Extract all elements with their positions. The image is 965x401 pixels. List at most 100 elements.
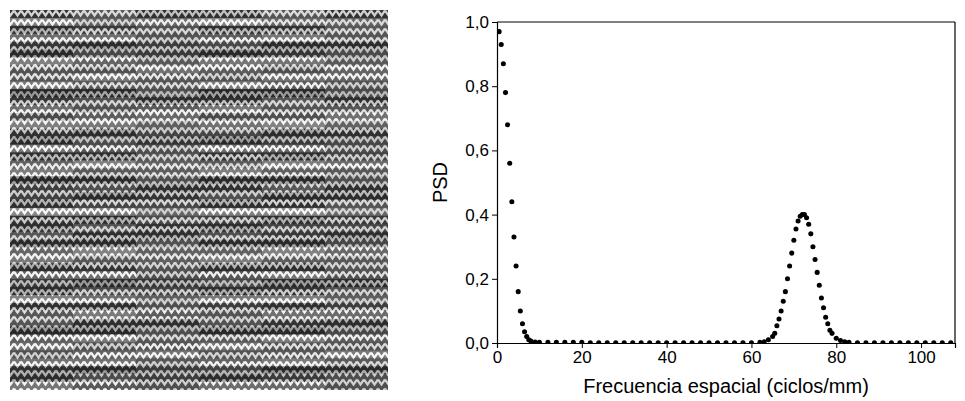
texture-patch (325, 216, 388, 224)
texture-patch (136, 327, 199, 335)
texture-patch (262, 366, 325, 374)
texture-patch (136, 34, 199, 42)
texture-patch (136, 248, 199, 256)
texture-patch (10, 382, 73, 390)
texture-patch (73, 327, 136, 335)
texture-patch (325, 105, 388, 113)
texture-patch (199, 216, 262, 224)
texture-patch (136, 160, 199, 168)
texture-patch (199, 58, 262, 66)
point (787, 263, 792, 268)
point (829, 331, 834, 336)
texture-patch (73, 279, 136, 287)
texture-patch (136, 105, 199, 113)
texture-patch (199, 97, 262, 105)
texture-band (10, 18, 388, 26)
y-axis-title: PSD (429, 162, 451, 203)
texture-band (10, 121, 388, 129)
point (889, 340, 894, 343)
texture-patch (262, 129, 325, 137)
point (501, 61, 506, 66)
texture-patch (73, 50, 136, 58)
texture-patch (73, 65, 136, 73)
texture-patch (262, 89, 325, 97)
point (821, 305, 826, 310)
y-tick-label: 0,2 (465, 270, 489, 289)
x-axis: 020406080100 (493, 343, 956, 367)
texture-patch (262, 343, 325, 351)
y-tick: 0,2 (465, 270, 497, 289)
x-tick: 60 (742, 343, 761, 367)
texture-patch (325, 240, 388, 248)
texture-patch (262, 42, 325, 50)
texture-patch (10, 327, 73, 335)
texture-band (10, 358, 388, 366)
texture-patch (136, 42, 199, 50)
texture-patch (325, 224, 388, 232)
texture-patch (325, 192, 388, 200)
texture-patch (262, 208, 325, 216)
texture-patch (199, 335, 262, 343)
point (639, 340, 644, 343)
texture-band (10, 224, 388, 232)
point (779, 308, 784, 313)
point (940, 340, 945, 343)
texture-patch (10, 26, 73, 34)
texture-patch (73, 200, 136, 208)
texture-patch (262, 160, 325, 168)
texture-patch (262, 65, 325, 73)
point (715, 340, 720, 343)
point (906, 340, 911, 343)
point (707, 340, 712, 343)
texture-patch (199, 10, 262, 18)
texture-patch (10, 89, 73, 97)
texture-patch (325, 255, 388, 263)
texture-patch (136, 137, 199, 145)
texture-patch (136, 18, 199, 26)
x-tick: 20 (573, 343, 592, 367)
texture-patch (136, 97, 199, 105)
texture-patch (262, 34, 325, 42)
point (740, 340, 745, 343)
texture-patch (136, 335, 199, 343)
texture-patch (199, 295, 262, 303)
texture-patch (325, 382, 388, 390)
point (664, 340, 669, 343)
point (522, 329, 527, 334)
texture-patch (10, 168, 73, 176)
texture-patch (199, 73, 262, 81)
texture-patch (262, 145, 325, 153)
texture-patch (73, 216, 136, 224)
y-tick: 0,0 (465, 334, 497, 353)
point (776, 316, 781, 321)
texture-patch (73, 255, 136, 263)
texture-patch (199, 145, 262, 153)
point (503, 90, 508, 95)
point (914, 340, 919, 343)
x-axis-line (498, 344, 956, 349)
texture-patch (199, 50, 262, 58)
texture-patch (73, 374, 136, 382)
texture-band (10, 287, 388, 295)
texture-patch (199, 121, 262, 129)
texture-patch (10, 255, 73, 263)
texture-patch (262, 295, 325, 303)
texture-patch (136, 303, 199, 311)
point (923, 340, 928, 343)
texture-patch (262, 176, 325, 184)
texture-patch (325, 263, 388, 271)
point (647, 340, 652, 343)
texture-patch (325, 200, 388, 208)
texture-band (10, 192, 388, 200)
y-tick-label: 0,6 (465, 141, 489, 160)
texture-patch (10, 145, 73, 153)
texture-patch (136, 295, 199, 303)
point (948, 340, 953, 343)
point (497, 29, 502, 34)
texture-band (10, 255, 388, 263)
texture-patch (136, 382, 199, 390)
texture-patch (73, 81, 136, 89)
texture-patch (325, 97, 388, 105)
point (772, 331, 777, 336)
texture-band (10, 26, 388, 34)
